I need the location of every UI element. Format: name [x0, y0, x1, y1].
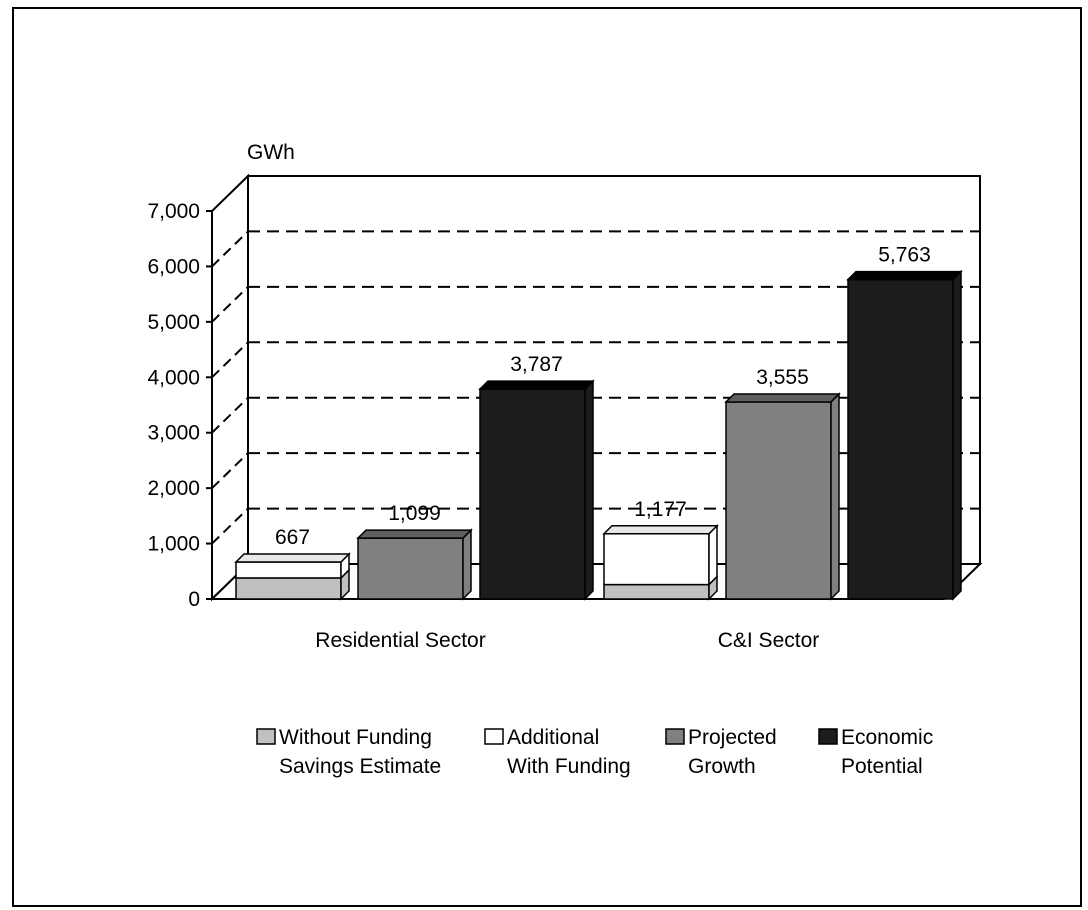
- data-label: 3,555: [756, 366, 809, 389]
- data-label: 1,099: [388, 502, 441, 525]
- y-tick-label: 3,000: [147, 422, 200, 445]
- bar-additional-with-funding: [603, 533, 710, 586]
- bar-top: [356, 529, 473, 539]
- gridline-side: [211, 230, 249, 268]
- data-label: 3,787: [510, 353, 563, 376]
- bar-additional-with-funding-side: [708, 523, 718, 587]
- y-tick-label: 2,000: [147, 477, 200, 500]
- legend-swatch: [256, 728, 276, 745]
- bar-economic-potential-side: [584, 379, 594, 601]
- bar-economic-potential-side: [952, 269, 962, 601]
- bar-chart: 0 1,000 2,000 3,000 4,000 5,000 6,000 7,000 GWh 6…: [147, 141, 983, 778]
- bar-projected-growth: [725, 401, 832, 600]
- y-tick-label: 5,000: [147, 311, 200, 334]
- legend-label-line1: Projected: [688, 726, 777, 749]
- legend-swatch: [818, 728, 838, 745]
- bar-projected-growth-side: [830, 392, 840, 601]
- bar-projected-growth: [357, 537, 464, 600]
- chart-frame: 0 1,000 2,000 3,000 4,000 5,000 6,000 7,000 GWh 6…: [12, 7, 1082, 907]
- legend-label-line1: Additional: [507, 726, 599, 749]
- x-category-label: C&I Sector: [718, 629, 820, 652]
- data-label: 667: [275, 526, 310, 549]
- legend-label-line2: Savings Estimate: [279, 755, 441, 778]
- legend-label-line1: Economic: [841, 726, 933, 749]
- y-tick-label: 4,000: [147, 366, 200, 389]
- bar-top: [724, 393, 841, 403]
- data-label: 5,763: [878, 244, 931, 267]
- bar-without-funding: [235, 577, 342, 600]
- gridline-side: [211, 507, 249, 545]
- side-wall: [211, 173, 249, 602]
- x-category-label: Residential Sector: [315, 629, 485, 652]
- gridline-side: [211, 286, 249, 323]
- bar-top: [234, 553, 351, 563]
- gridline-side: [211, 396, 249, 434]
- bar-economic-potential: [847, 278, 954, 600]
- y-tick-label: 6,000: [147, 255, 200, 278]
- y-tick-label: 7,000: [147, 200, 200, 223]
- data-label: 1,177: [634, 498, 687, 521]
- legend-label-line1: Without Funding: [279, 726, 432, 749]
- legend-label-line2: With Funding: [507, 755, 631, 778]
- bar-economic-potential: [479, 388, 586, 600]
- bar-additional-with-funding: [235, 561, 342, 579]
- bar-projected-growth-side: [462, 528, 472, 601]
- bar-without-funding: [603, 583, 710, 600]
- legend-label-line2: Potential: [841, 755, 923, 778]
- gridline-side: [211, 341, 249, 379]
- legend-swatch: [665, 728, 685, 745]
- y-unit-label: GWh: [247, 141, 295, 164]
- gridline-side: [211, 452, 249, 489]
- bar-top: [602, 525, 719, 535]
- bar-top: [846, 270, 963, 281]
- bar-top: [478, 380, 595, 390]
- y-tick-label: 0: [188, 588, 200, 611]
- y-tick-label: 1,000: [147, 533, 200, 556]
- legend-label-line2: Growth: [688, 755, 756, 778]
- legend-swatch: [484, 728, 504, 745]
